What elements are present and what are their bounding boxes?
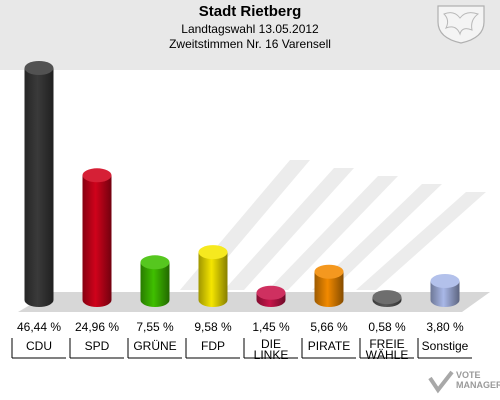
value-label: 3,80 % (426, 320, 464, 334)
bar-body (198, 252, 228, 307)
chart-background (0, 70, 500, 400)
bar-body (82, 175, 112, 307)
category-text: CDU (26, 339, 52, 353)
background-band (224, 168, 354, 290)
category-label: CDU (11, 338, 66, 359)
bar-cap (372, 290, 402, 305)
bar-cap (82, 168, 112, 183)
value-label: 9,58 % (194, 320, 232, 334)
bar-freie-wähle (372, 290, 402, 307)
bar-spd (82, 168, 112, 307)
value-label: 46,44 % (17, 320, 61, 334)
bar-body (24, 68, 54, 307)
bar-cap (256, 285, 286, 300)
category-text: Sonstige (422, 339, 469, 353)
background-band (268, 176, 398, 290)
category-label: Sonstige (417, 338, 472, 359)
value-label: 0,58 % (368, 320, 406, 334)
category-label: SPD (69, 338, 124, 359)
category-text: DIE (261, 337, 281, 351)
bar-body (430, 281, 460, 307)
chart-subtitle-2: Zweitstimmen Nr. 16 Varensell (169, 37, 331, 51)
bar-cap (140, 255, 170, 270)
category-text: LINKE (254, 348, 289, 362)
category-text: FDP (201, 339, 225, 353)
bar-pirate (314, 264, 344, 307)
chart-title: Stadt Rietberg (198, 3, 302, 20)
value-label: 7,55 % (136, 320, 174, 334)
category-label: FDP (185, 338, 240, 359)
bar-grüne (140, 255, 170, 307)
bar-sonstige (430, 274, 460, 307)
category-label: PIRATE (301, 338, 356, 359)
background-band (356, 192, 486, 290)
bar-body (140, 262, 170, 307)
category-label: GRÜNE (127, 338, 182, 359)
vote-manager-logo-icon (428, 370, 454, 394)
category-text: FREIE (369, 337, 404, 351)
bar-die-linke (256, 285, 286, 307)
category-text: SPD (85, 339, 110, 353)
value-label: 5,66 % (310, 320, 348, 334)
bar-cap (24, 61, 54, 75)
chart-subtitle: Landtagswahl 13.05.2012 (181, 22, 319, 36)
chart-floor (18, 292, 490, 312)
bar-body (314, 271, 344, 307)
background-band (312, 184, 442, 290)
logo-line-2: MANAGER (456, 380, 500, 390)
bar-fdp (198, 245, 228, 307)
value-label: 1,45 % (252, 320, 290, 334)
bar-cap (430, 274, 460, 289)
bar-cdu (24, 61, 54, 307)
coat-of-arms-icon (437, 5, 485, 44)
bar-cap (198, 245, 228, 260)
category-text: PIRATE (308, 339, 350, 353)
logo-line-1: VOTE (456, 370, 481, 380)
vote-manager-logo-text: VOTE MANAGER (456, 370, 500, 390)
category-text: WÄHLE (366, 348, 409, 362)
value-label: 24,96 % (75, 320, 119, 334)
bar-cap (314, 264, 344, 279)
category-text: GRÜNE (133, 339, 176, 353)
